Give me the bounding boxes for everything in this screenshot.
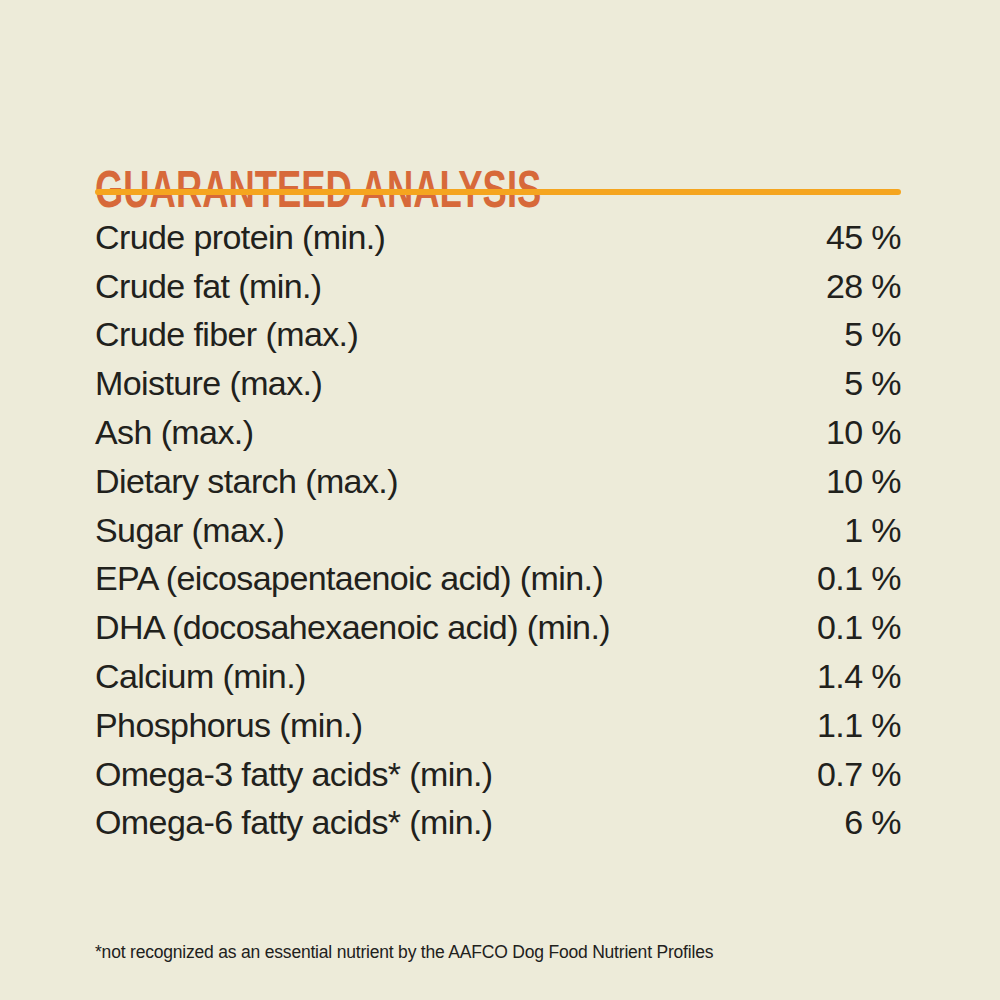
nutrient-row: Crude protein (min.) 45 % bbox=[95, 213, 901, 262]
nutrient-row: Omega-3 fatty acids* (min.) 0.7 % bbox=[95, 750, 901, 799]
nutrient-label: DHA (docosahexaenoic acid) (min.) bbox=[95, 608, 610, 647]
nutrient-row: Moisture (max.) 5 % bbox=[95, 359, 901, 408]
nutrient-row: Sugar (max.) 1 % bbox=[95, 506, 901, 555]
nutrient-label: Crude fiber (max.) bbox=[95, 315, 358, 354]
nutrient-label: Omega-3 fatty acids* (min.) bbox=[95, 755, 493, 794]
nutrient-value: 0.1 % bbox=[817, 608, 901, 647]
nutrient-label: Dietary starch (max.) bbox=[95, 462, 398, 501]
nutrient-row: Crude fiber (max.) 5 % bbox=[95, 311, 901, 360]
nutrient-label: EPA (eicosapentaenoic acid) (min.) bbox=[95, 559, 603, 598]
nutrient-value: 1.4 % bbox=[817, 657, 901, 696]
nutrient-label: Calcium (min.) bbox=[95, 657, 306, 696]
nutrient-row: Crude fat (min.) 28 % bbox=[95, 262, 901, 311]
nutrient-label: Crude fat (min.) bbox=[95, 267, 322, 306]
nutrient-row: Calcium (min.) 1.4 % bbox=[95, 652, 901, 701]
nutrient-value: 45 % bbox=[826, 218, 901, 257]
nutrient-label: Omega-6 fatty acids* (min.) bbox=[95, 803, 493, 842]
nutrient-label: Phosphorus (min.) bbox=[95, 706, 363, 745]
nutrient-value: 1 % bbox=[844, 511, 901, 550]
nutrient-value: 6 % bbox=[844, 803, 901, 842]
nutrient-label: Crude protein (min.) bbox=[95, 218, 385, 257]
nutrient-value: 5 % bbox=[844, 315, 901, 354]
nutrient-value: 5 % bbox=[844, 364, 901, 403]
nutrient-row: Ash (max.) 10 % bbox=[95, 408, 901, 457]
nutrient-label: Ash (max.) bbox=[95, 413, 253, 452]
nutrient-value: 10 % bbox=[826, 462, 901, 501]
nutrient-row: Omega-6 fatty acids* (min.) 6 % bbox=[95, 799, 901, 848]
nutrient-table: Crude protein (min.) 45 % Crude fat (min… bbox=[95, 213, 901, 847]
nutrient-row: DHA (docosahexaenoic acid) (min.) 0.1 % bbox=[95, 603, 901, 652]
nutrient-value: 28 % bbox=[826, 267, 901, 306]
nutrient-row: EPA (eicosapentaenoic acid) (min.) 0.1 % bbox=[95, 555, 901, 604]
nutrient-row: Dietary starch (max.) 10 % bbox=[95, 457, 901, 506]
footnote: *not recognized as an essential nutrient… bbox=[95, 942, 713, 963]
nutrient-value: 10 % bbox=[826, 413, 901, 452]
nutrient-value: 1.1 % bbox=[817, 706, 901, 745]
nutrient-value: 0.7 % bbox=[817, 755, 901, 794]
nutrient-label: Sugar (max.) bbox=[95, 511, 284, 550]
nutrient-value: 0.1 % bbox=[817, 559, 901, 598]
title-divider bbox=[95, 189, 901, 195]
nutrient-label: Moisture (max.) bbox=[95, 364, 322, 403]
nutrient-row: Phosphorus (min.) 1.1 % bbox=[95, 701, 901, 750]
